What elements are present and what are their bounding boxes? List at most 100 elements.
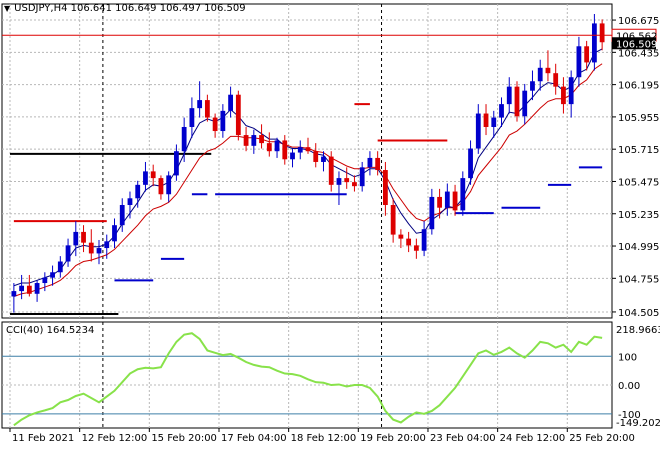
time-axis-label: 17 Feb 04:00 <box>221 433 287 444</box>
candle <box>359 161 365 192</box>
candle-body <box>506 86 512 105</box>
candle-body <box>429 196 435 230</box>
dropdown-triangle-icon[interactable]: ▼ <box>4 4 11 13</box>
candle <box>204 94 210 122</box>
cci-panel[interactable] <box>2 332 612 427</box>
candle <box>367 151 373 176</box>
candle-body <box>243 135 249 146</box>
candle <box>475 104 481 154</box>
time-axis-label: 15 Feb 20:00 <box>151 433 217 444</box>
symbol-label: USDJPY,H4 <box>14 3 68 14</box>
price-axis-label: 104.505 <box>618 308 659 319</box>
candle <box>514 81 520 122</box>
candle <box>591 14 597 71</box>
cci-panel-frame <box>1 321 613 429</box>
candle <box>584 40 590 71</box>
candle-body <box>460 178 466 211</box>
cci-header: CCI(40) 164.5234 <box>6 325 94 336</box>
candle <box>290 148 295 168</box>
candle <box>313 143 319 168</box>
candle <box>383 161 388 216</box>
candle-body <box>367 157 373 168</box>
time-axis-label: 12 Feb 12:00 <box>82 433 148 444</box>
price-panel[interactable] <box>2 14 612 315</box>
candle-body <box>336 178 342 185</box>
price-axis-label: 104.755 <box>618 274 659 285</box>
candle <box>150 164 156 187</box>
price-axis-label: 105.955 <box>618 113 659 124</box>
candle-body <box>197 100 203 109</box>
candle <box>429 188 435 235</box>
candle <box>251 129 257 154</box>
candle-body <box>568 77 574 105</box>
candle-body <box>112 225 117 242</box>
candle-body <box>390 205 396 235</box>
candle-body <box>413 245 419 251</box>
candle-body <box>282 140 288 160</box>
candle <box>243 126 249 152</box>
candle-body <box>259 135 264 144</box>
candle-body <box>444 191 450 208</box>
cci-level-label: 0.00 <box>618 381 640 392</box>
candle <box>336 171 342 206</box>
candle-body <box>483 113 489 127</box>
ma-slow-line <box>13 63 603 297</box>
candle-body <box>406 238 412 246</box>
cci-level-label: 100 <box>618 352 637 363</box>
candle <box>576 36 582 87</box>
candle-body <box>499 104 504 118</box>
time-axis-label: 25 Feb 20:00 <box>569 433 635 444</box>
candle <box>460 171 466 216</box>
candle <box>81 225 86 253</box>
candle <box>34 280 40 302</box>
candle <box>305 137 311 154</box>
price-axis-label: 106.195 <box>618 81 659 92</box>
candle-body <box>584 46 590 63</box>
candle <box>212 113 218 138</box>
candle <box>352 175 357 192</box>
candle-body <box>599 23 605 43</box>
candle-body <box>220 110 226 132</box>
candle-body <box>158 178 164 195</box>
last-price-box <box>612 37 656 50</box>
candle-body <box>530 81 535 91</box>
candle <box>499 97 504 127</box>
candle-body <box>96 248 102 254</box>
candle <box>491 110 497 138</box>
candle-body <box>553 73 559 87</box>
candle <box>228 86 233 118</box>
price-axis-label: 104.995 <box>618 242 659 253</box>
candle-body <box>174 151 179 176</box>
candle-body <box>452 191 458 211</box>
candle-body <box>514 86 520 117</box>
candle-body <box>34 283 40 294</box>
candle-body <box>19 285 25 292</box>
candle <box>57 256 63 278</box>
candle <box>19 274 25 300</box>
candle <box>158 175 164 200</box>
candle <box>321 151 326 172</box>
candle-body <box>50 272 55 278</box>
candle-body <box>127 198 133 206</box>
candle-body <box>143 171 148 185</box>
candle <box>220 104 226 138</box>
price-panel-frame <box>1 3 613 319</box>
candle <box>235 90 241 141</box>
candle <box>65 238 71 267</box>
candle <box>266 132 272 157</box>
candle <box>568 70 574 118</box>
price-axis-label: 105.235 <box>618 210 659 221</box>
candle-body <box>11 291 17 297</box>
price-axis-label: 106.435 <box>618 48 659 59</box>
candle <box>390 198 396 243</box>
time-axis-label: 18 Feb 12:00 <box>291 433 357 444</box>
ohlc-values: 106.641 106.649 106.497 106.509 <box>70 3 246 14</box>
candle-body <box>475 113 481 149</box>
candle-body <box>251 135 257 146</box>
candle-body <box>344 178 350 183</box>
price-axis-label: 106.675 <box>618 16 659 27</box>
price-axis-label: 105.715 <box>618 145 659 156</box>
candle-body <box>88 242 94 254</box>
